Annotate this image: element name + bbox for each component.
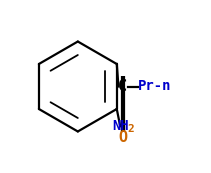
Text: NH: NH [112, 119, 129, 133]
Text: C: C [118, 79, 127, 94]
Text: 2: 2 [127, 124, 134, 134]
Text: O: O [118, 130, 127, 145]
Text: Pr-n: Pr-n [138, 80, 172, 93]
